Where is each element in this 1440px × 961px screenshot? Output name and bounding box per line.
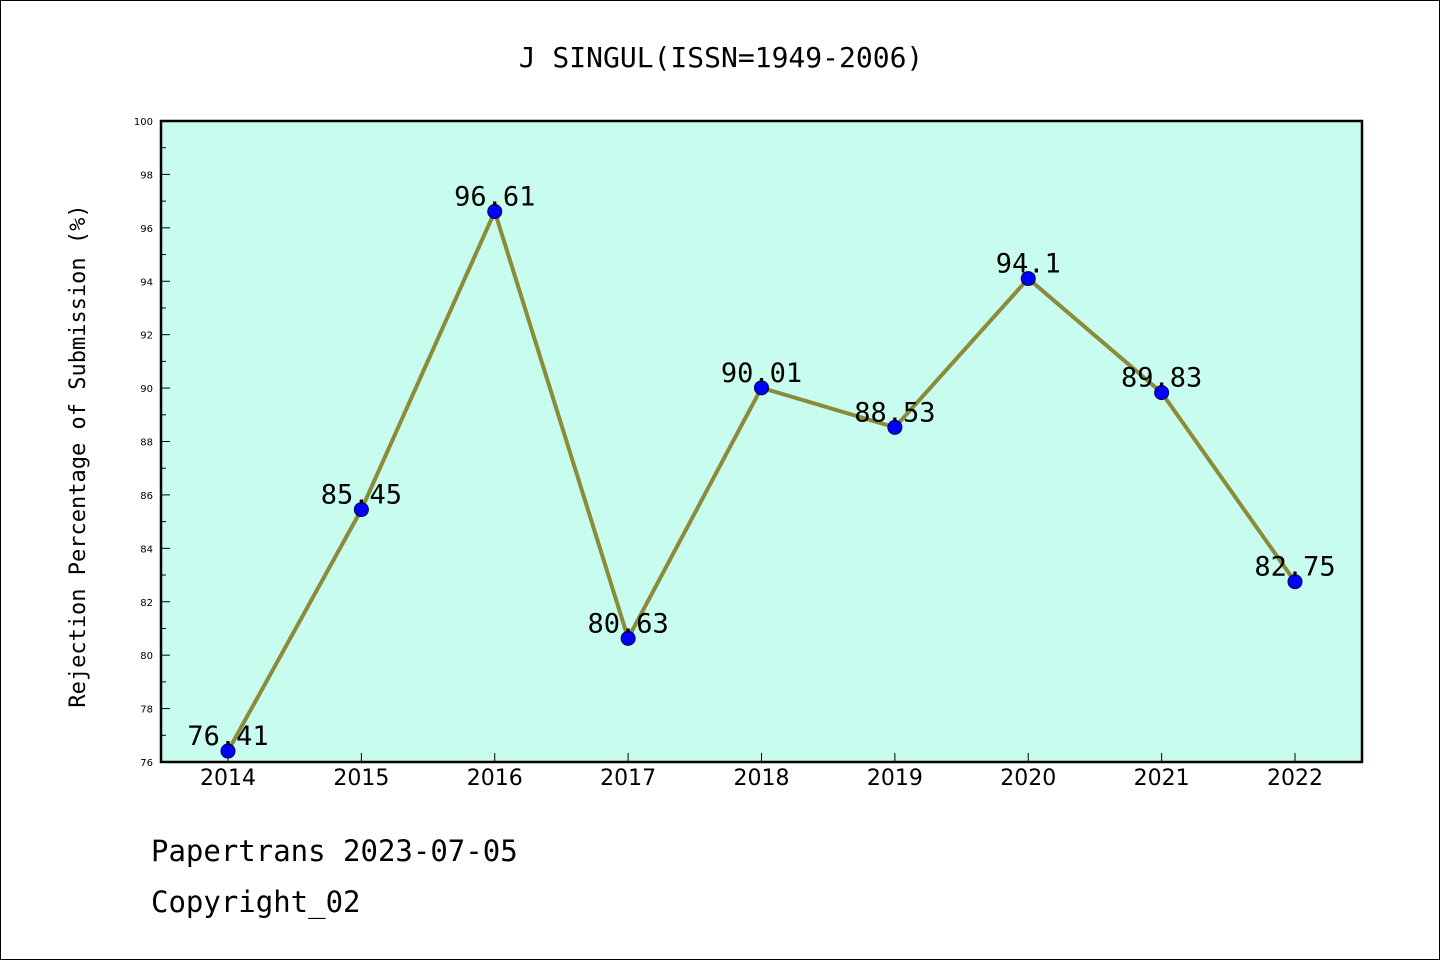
data-series: 76.41 85.45 96.61 80.63 90.01 88.53 94.1 89.83 8…	[187, 182, 1336, 759]
y-tick-label: 76	[140, 758, 153, 769]
y-tick-label: 88	[140, 438, 153, 449]
data-point-marker	[754, 380, 769, 396]
data-label: 96.61	[454, 182, 535, 213]
data-label: 76.41	[187, 721, 268, 752]
y-tick-label: 98	[140, 170, 153, 181]
y-axis-label: Rejection Percentage of Submission (%)	[66, 204, 91, 707]
y-tick-label: 92	[140, 331, 153, 342]
x-tick-label: 2017	[600, 766, 656, 791]
x-tick-label: 2018	[734, 766, 790, 791]
data-label: 89.83	[1121, 363, 1202, 394]
y-tick-label: 78	[140, 705, 153, 716]
y-tick-label: 96	[140, 224, 153, 235]
data-label: 90.01	[721, 358, 802, 389]
y-tick-label: 86	[140, 491, 153, 502]
x-tick-label: 2015	[333, 766, 389, 791]
plot-area	[159, 119, 1364, 764]
x-tick-label: 2020	[1000, 766, 1056, 791]
y-axis-ticks: 76 78 80 82 84 86 88 90 92 94 96 98 100	[134, 117, 170, 769]
x-axis-ticks: 2014 2015 2016 2017 2018 2019 2020 2021 2022	[200, 753, 1323, 791]
x-tick-label: 2022	[1267, 766, 1323, 791]
data-point-marker	[1154, 385, 1170, 401]
x-tick-label: 2016	[467, 766, 523, 791]
y-tick-label: 94	[140, 277, 153, 288]
data-point-marker	[620, 630, 636, 646]
source-date-text: Papertrans 2023-07-05	[151, 834, 518, 868]
data-label: 85.45	[321, 480, 402, 511]
x-tick-label: 2014	[200, 766, 256, 791]
data-point-marker	[1020, 271, 1036, 287]
x-tick-label: 2021	[1134, 766, 1190, 791]
data-point-marker	[487, 204, 503, 220]
data-point-marker	[887, 419, 903, 435]
data-label: 94.1	[996, 249, 1061, 280]
y-tick-label: 82	[140, 598, 153, 609]
y-tick-label: 80	[140, 651, 153, 662]
x-tick-label: 2019	[867, 766, 923, 791]
y-tick-label: 90	[140, 384, 153, 395]
chart-title: J SINGUL(ISSN=1949-2006)	[519, 41, 924, 74]
copyright-text: Copyright_02	[151, 885, 361, 919]
y-tick-label: 100	[134, 117, 153, 128]
data-point-marker	[220, 743, 236, 759]
data-point-marker	[353, 502, 369, 518]
data-label: 80.63	[587, 608, 668, 639]
data-label: 82.75	[1254, 552, 1335, 583]
y-tick-label: 84	[140, 544, 153, 555]
data-label: 88.53	[854, 397, 935, 428]
data-point-marker	[1287, 574, 1303, 590]
